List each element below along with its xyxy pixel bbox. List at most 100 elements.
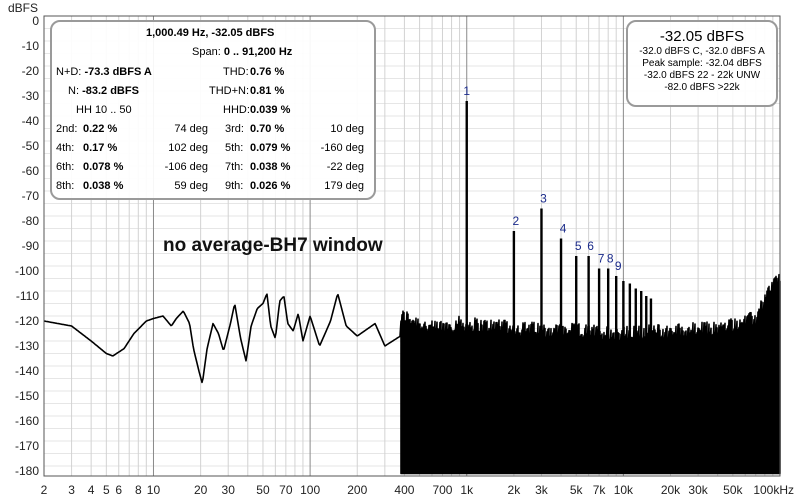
y-tick-label: -100 xyxy=(15,264,39,278)
fundamental-readout: 1,000.49 Hz, -32.05 dBFS xyxy=(146,27,275,39)
spectrum-trace xyxy=(43,101,781,475)
y-tick-label: -80 xyxy=(22,214,40,228)
harmonic-2-phase: 74 deg xyxy=(174,123,208,135)
harmonic-7-phase: -22 deg xyxy=(326,161,364,173)
harmonic-8-phase: 59 deg xyxy=(174,180,208,192)
y-tick-label: -180 xyxy=(15,464,39,478)
y-tick-label: -170 xyxy=(15,439,39,453)
noise-readout: N: -83.2 dBFS xyxy=(68,85,139,97)
harmonic-6-pct: 0.078 % xyxy=(83,161,124,173)
harmonic-2-pct: 0.22 % xyxy=(83,123,118,135)
harmonic-marker-label: 9 xyxy=(615,259,622,273)
x-tick-label: 70 xyxy=(279,483,293,497)
harmonic-marker-label: 2 xyxy=(513,214,520,228)
y-tick-label: -160 xyxy=(15,414,39,428)
harmonic-2-label: 2nd: xyxy=(56,123,78,135)
x-tick-label: 10k xyxy=(614,483,634,497)
x-tick-label: 700 xyxy=(432,483,452,497)
y-tick-label: 0 xyxy=(32,14,39,28)
x-tick-label: 5k xyxy=(570,483,584,497)
plot-frame xyxy=(43,15,781,477)
harmonic-7-label: 7th: xyxy=(225,161,244,173)
y-tick-label: -90 xyxy=(22,239,40,253)
hhd-value: 0.039 % xyxy=(250,104,291,116)
hh-range-label: HH 10 .. 50 xyxy=(76,104,132,116)
x-tick-label: 400 xyxy=(394,483,414,497)
x-tick-label: 30 xyxy=(222,483,236,497)
y-tick-label: -110 xyxy=(16,289,39,303)
x-tick-label: 6 xyxy=(115,483,122,497)
noise-floor-trace xyxy=(43,273,781,475)
x-tick-label: 3 xyxy=(68,483,75,497)
y-tick-label: -120 xyxy=(15,314,39,328)
harmonic-marker-label: 1 xyxy=(463,84,470,98)
y-tick-label: -140 xyxy=(15,364,39,378)
thdn-label: THD+N: xyxy=(209,85,250,97)
level-above-22k: -82.0 dBFS >22k xyxy=(664,82,740,93)
level-panel: -32.05 dBFS -32.0 dBFS C, -32.0 dBFS A P… xyxy=(626,20,778,107)
harmonic-4-label: 4th: xyxy=(56,142,75,154)
harmonic-marker-label: 5 xyxy=(575,239,582,253)
harmonic-6-phase: -106 deg xyxy=(164,161,208,173)
harmonic-9-pct: 0.026 % xyxy=(250,180,291,192)
x-tick-label: 7k xyxy=(593,483,607,497)
harmonic-4-pct: 0.17 % xyxy=(83,142,118,154)
x-tick-label: 4 xyxy=(88,483,95,497)
window-annotation: no average-BH7 window xyxy=(163,235,383,256)
harmonic-8-label: 8th: xyxy=(56,180,75,192)
y-tick-label: -10 xyxy=(22,39,40,53)
x-tick-label: 50 xyxy=(256,483,270,497)
x-tick-label: 2 xyxy=(41,483,48,497)
harmonic-9-phase: 179 deg xyxy=(324,180,364,192)
y-tick-label: -40 xyxy=(22,114,40,128)
y-tick-label: -60 xyxy=(22,164,40,178)
noise-distortion-readout: N+D: -73.3 dBFS A xyxy=(56,66,152,78)
harmonic-5-pct: 0.079 % xyxy=(250,142,291,154)
y-tick-label: -20 xyxy=(22,64,40,78)
axes: 0 -10 -20 -30 -40 -50 -60 -70 -80 -90 -100 -110 -120… xyxy=(15,14,794,497)
y-tick-label: -50 xyxy=(22,139,40,153)
harmonic-marker-label: 4 xyxy=(560,222,567,236)
harmonic-4-phase: 102 deg xyxy=(168,142,208,154)
harmonic-5-phase: -160 deg xyxy=(320,142,364,154)
harmonic-3-phase: 10 deg xyxy=(330,123,364,135)
harmonic-marker-label: 3 xyxy=(540,192,547,206)
measurement-panel: 1,000.49 Hz, -32.05 dBFS Span: 0 .. 91,2… xyxy=(50,20,376,200)
thd-value: 0.76 % xyxy=(250,66,285,78)
x-tick-label: 20 xyxy=(194,483,208,497)
hhd-label: HHD: xyxy=(223,104,250,116)
harmonic-8-pct: 0.038 % xyxy=(83,180,124,192)
y-tick-label: -130 xyxy=(15,339,39,353)
x-tick-label: 5 xyxy=(103,483,110,497)
span-readout: Span: 0 .. 91,200 Hz xyxy=(192,46,293,58)
y-tick-label: -30 xyxy=(22,89,40,103)
x-tick-label: 30k xyxy=(688,483,708,497)
x-tick-label: 100kHz xyxy=(753,483,794,497)
thd-label: THD: xyxy=(223,66,249,78)
harmonic-marker-label: 6 xyxy=(587,239,594,253)
x-tick-label: 3k xyxy=(535,483,549,497)
harmonic-5-label: 5th: xyxy=(225,142,244,154)
y-axis-unit-label: dBFS xyxy=(8,1,38,15)
harmonic-6-label: 6th: xyxy=(56,161,75,173)
thdn-value: 0.81 % xyxy=(250,85,285,97)
x-tick-label: 8 xyxy=(135,483,142,497)
harmonic-9-label: 9th: xyxy=(225,180,244,192)
level-unweighted: -32.0 dBFS 22 - 22k UNW xyxy=(643,70,761,81)
x-tick-label: 2k xyxy=(508,483,522,497)
harmonic-marker-label: 8 xyxy=(607,252,614,266)
x-tick-label: 10 xyxy=(147,483,161,497)
x-tick-label: 1k xyxy=(460,483,474,497)
y-tick-label: -150 xyxy=(15,389,39,403)
x-tick-label: 100 xyxy=(300,483,320,497)
harmonic-3-pct: 0.70 % xyxy=(250,123,285,135)
level-main: -32.05 dBFS xyxy=(659,28,745,45)
level-peak-sample: Peak sample: -32.04 dBFS xyxy=(642,58,762,69)
x-tick-label: 50k xyxy=(723,483,743,497)
level-weighted: -32.0 dBFS C, -32.0 dBFS A xyxy=(639,46,765,57)
x-tick-label: 20k xyxy=(661,483,681,497)
harmonic-7-pct: 0.038 % xyxy=(250,161,291,173)
harmonic-3-label: 3rd: xyxy=(225,123,244,135)
x-tick-label: 200 xyxy=(347,483,367,497)
harmonic-labels: 1 2 3 45 67 89 xyxy=(463,84,621,273)
